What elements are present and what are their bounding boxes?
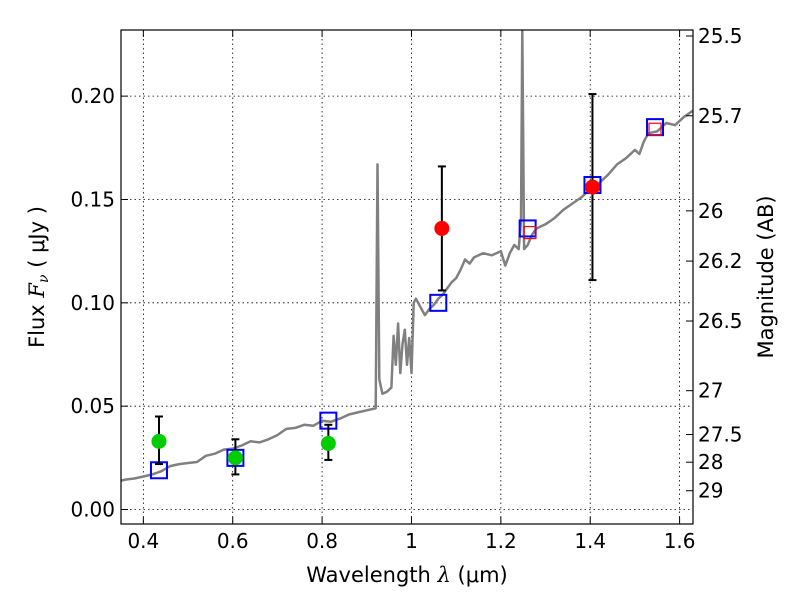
y2-tick-label: 26 <box>698 199 723 223</box>
grid-layer <box>121 30 693 524</box>
y-axis-label-unit: ( μJy ) <box>25 206 49 268</box>
x-axis-label-symbol: λ <box>437 563 451 587</box>
detection-point <box>320 435 336 451</box>
x-tick-label: 0.6 <box>217 529 249 553</box>
y2-tick-label: 28 <box>698 450 723 474</box>
x-axis-label-prefix: Wavelength <box>306 563 431 587</box>
spectrum-line <box>121 30 693 482</box>
x-axis-label: Wavelength λ (μm) <box>306 563 507 587</box>
y-tick-label: 0.15 <box>70 187 115 211</box>
upper-limit-square <box>523 225 537 240</box>
detection-point <box>584 179 600 195</box>
x-tick-label: 1.4 <box>574 529 606 553</box>
y-axis-label-subscript: ν <box>36 274 52 283</box>
model-photometry-square <box>429 293 448 312</box>
y2-axis-label: Magnitude (AB) <box>754 195 778 358</box>
y2-tick-label: 27 <box>698 379 723 403</box>
x-tick-label: 1.2 <box>485 529 517 553</box>
y2-tick-label: 25.5 <box>698 24 743 48</box>
y-axis-label: Flux Fν ( μJy ) <box>25 206 53 348</box>
spectrum-layer <box>121 30 693 482</box>
y-tick-label: 0.20 <box>70 84 115 108</box>
plot-frame <box>120 29 694 525</box>
detection-point <box>151 433 167 449</box>
y-axis-label-symbol: F <box>25 282 49 299</box>
y2-tick-label: 26.5 <box>698 309 743 333</box>
y-tick-label: 0.00 <box>70 498 115 522</box>
x-tick-label: 0.8 <box>306 529 338 553</box>
y-axis-label-prefix: Flux <box>25 304 49 348</box>
x-tick-label: 0.4 <box>127 529 159 553</box>
y2-tick-label: 29 <box>698 479 723 503</box>
marker-layer <box>149 93 665 480</box>
x-tick-label: 1 <box>405 529 418 553</box>
x-tick-label: 1.6 <box>664 529 696 553</box>
x-axis-label-unit: (μm) <box>458 563 508 587</box>
upper-limit-square <box>648 122 662 136</box>
y-tick-label: 0.10 <box>70 291 115 315</box>
detection-point <box>227 450 243 466</box>
y2-tick-label: 27.5 <box>698 423 743 447</box>
y-tick-label: 0.05 <box>70 394 115 418</box>
y2-tick-label: 25.7 <box>698 104 743 128</box>
detection-point <box>434 220 450 236</box>
y2-tick-label: 26.2 <box>698 249 743 273</box>
tick-layer: 0.4 0.6 0.8 1 1.2 1.4 1.6 0.00 0.05 0.10 0.15 0.20 2… <box>70 24 742 553</box>
